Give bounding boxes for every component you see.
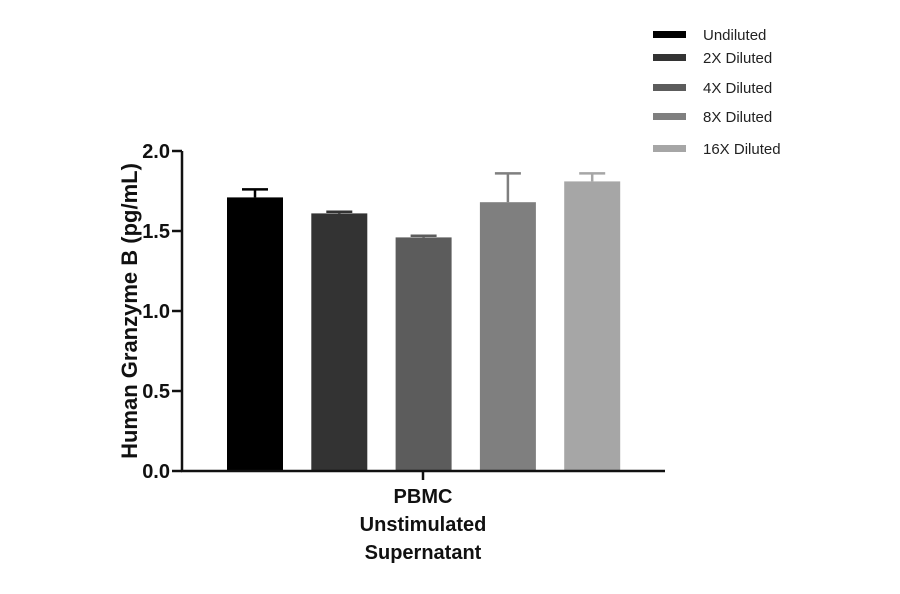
y-ticks: 0.0 0.5 1.0 1.5 2.0 <box>142 141 182 483</box>
bars <box>227 181 621 471</box>
legend-swatch <box>653 113 686 120</box>
bar-3 <box>395 237 452 471</box>
category-label-line-1: PBMC <box>394 486 453 508</box>
bar-4 <box>479 202 536 471</box>
legend-item-3: 4X Diluted <box>653 80 772 97</box>
bar-1 <box>227 197 283 471</box>
legend-item-2: 2X Diluted <box>653 50 772 67</box>
y-axis-title: Human Granzyme B (pg/mL) <box>117 163 142 459</box>
y-tick-label: 0.0 <box>142 461 170 483</box>
legend-item-5: 16X Diluted <box>653 141 781 158</box>
legend: Undiluted 2X Diluted 4X Diluted 8X Diluted 1… <box>653 27 781 158</box>
legend-label: 8X Diluted <box>703 109 772 126</box>
error-bars <box>242 172 606 238</box>
legend-label: 4X Diluted <box>703 80 772 97</box>
legend-label: 16X Diluted <box>703 141 781 158</box>
legend-label: Undiluted <box>703 27 766 44</box>
legend-swatch <box>653 31 686 38</box>
y-tick-label: 2.0 <box>142 141 170 163</box>
category-label: PBMC Unstimulated Supernatant <box>360 486 487 564</box>
bar-2 <box>311 213 368 471</box>
y-tick-label: 1.0 <box>142 301 170 323</box>
legend-label: 2X Diluted <box>703 50 772 67</box>
legend-swatch <box>653 145 686 152</box>
legend-item-4: 8X Diluted <box>653 109 772 126</box>
legend-swatch <box>653 54 686 61</box>
bar-5 <box>564 181 621 471</box>
category-label-line-3: Supernatant <box>365 542 482 564</box>
legend-swatch <box>653 84 686 91</box>
category-label-line-2: Unstimulated <box>360 514 487 536</box>
y-tick-label: 0.5 <box>142 381 170 403</box>
y-tick-label: 1.5 <box>142 221 170 243</box>
legend-item-1: Undiluted <box>653 27 766 44</box>
